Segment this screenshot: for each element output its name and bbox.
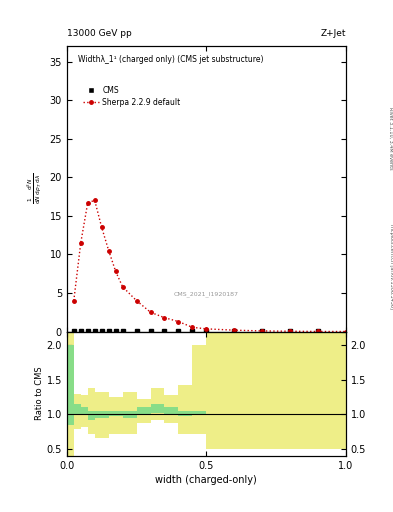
CMS: [176, 328, 181, 334]
Legend: CMS, Sherpa 2.2.9 default: CMS, Sherpa 2.2.9 default: [82, 84, 182, 108]
Sherpa 2.2.9 default: [99, 224, 104, 230]
CMS: [79, 328, 83, 334]
Sherpa 2.2.9 default: [134, 297, 139, 304]
Sherpa 2.2.9 default: [190, 324, 195, 330]
CMS: [204, 328, 209, 334]
CMS: [106, 328, 111, 334]
Sherpa 2.2.9 default: [92, 197, 97, 203]
CMS: [92, 328, 97, 334]
Sherpa 2.2.9 default: [72, 297, 76, 304]
CMS: [113, 328, 118, 334]
CMS: [72, 328, 76, 334]
Text: mcplots.cern.ch [arXiv:1306.3436]: mcplots.cern.ch [arXiv:1306.3436]: [389, 224, 393, 309]
CMS: [120, 328, 125, 334]
Sherpa 2.2.9 default: [343, 329, 348, 335]
X-axis label: width (charged-only): width (charged-only): [156, 475, 257, 485]
Text: Z+Jet: Z+Jet: [320, 29, 346, 38]
Text: CMS_2021_I1920187: CMS_2021_I1920187: [174, 292, 239, 297]
CMS: [316, 328, 320, 334]
CMS: [232, 328, 237, 334]
Sherpa 2.2.9 default: [260, 328, 264, 334]
CMS: [85, 328, 90, 334]
Sherpa 2.2.9 default: [232, 327, 237, 333]
Sherpa 2.2.9 default: [148, 309, 153, 315]
Line: Sherpa 2.2.9 default: Sherpa 2.2.9 default: [72, 199, 347, 333]
Sherpa 2.2.9 default: [113, 268, 118, 274]
Sherpa 2.2.9 default: [79, 240, 83, 246]
CMS: [99, 328, 104, 334]
Sherpa 2.2.9 default: [120, 284, 125, 290]
Text: Widthλ_1¹ (charged only) (CMS jet substructure): Widthλ_1¹ (charged only) (CMS jet substr…: [78, 55, 263, 63]
Sherpa 2.2.9 default: [162, 314, 167, 321]
Text: Rivet 3.1.10, 3.4M events: Rivet 3.1.10, 3.4M events: [389, 107, 393, 169]
Text: 13000 GeV pp: 13000 GeV pp: [67, 29, 132, 38]
Sherpa 2.2.9 default: [288, 328, 292, 334]
CMS: [260, 328, 264, 334]
Sherpa 2.2.9 default: [204, 326, 209, 332]
Sherpa 2.2.9 default: [316, 328, 320, 334]
Y-axis label: Ratio to CMS: Ratio to CMS: [35, 367, 44, 420]
Y-axis label: $\frac{1}{\mathrm{d}N}\frac{\mathrm{d}^2 N}{\mathrm{d}\,p_T\,\mathrm{d}\,\lambda: $\frac{1}{\mathrm{d}N}\frac{\mathrm{d}^2…: [26, 173, 44, 204]
CMS: [162, 328, 167, 334]
Sherpa 2.2.9 default: [106, 247, 111, 253]
CMS: [134, 328, 139, 334]
Line: CMS: CMS: [72, 329, 320, 333]
CMS: [148, 328, 153, 334]
CMS: [288, 328, 292, 334]
Sherpa 2.2.9 default: [176, 318, 181, 325]
CMS: [190, 328, 195, 334]
Sherpa 2.2.9 default: [85, 200, 90, 206]
